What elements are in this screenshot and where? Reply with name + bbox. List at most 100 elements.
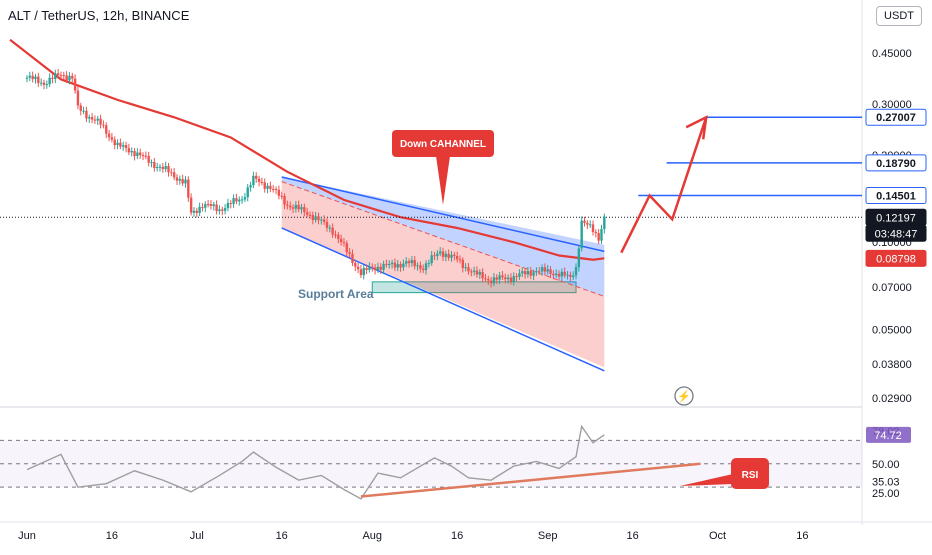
- down-channel-callout-pointer: [436, 156, 450, 205]
- rsi-tick-label: 50.00: [872, 459, 900, 471]
- candle-body: [99, 118, 102, 125]
- candle-body: [337, 234, 340, 239]
- candle-body: [371, 266, 374, 268]
- candle-body: [175, 177, 179, 181]
- candle-body: [195, 210, 198, 214]
- candle-body: [359, 269, 363, 276]
- candle-body: [538, 271, 541, 273]
- candle-body: [393, 262, 397, 268]
- time-tick-label: 16: [626, 530, 638, 542]
- candle-body: [504, 277, 507, 280]
- candle-body: [201, 206, 204, 208]
- candle-body: [277, 189, 281, 196]
- rsi-line: [26, 424, 605, 500]
- candle-body: [88, 117, 91, 119]
- candle-body: [62, 75, 65, 77]
- candle-body: [334, 234, 337, 236]
- candle-body: [221, 209, 224, 211]
- candle-body: [105, 125, 108, 134]
- channel-upper-line: [281, 176, 605, 253]
- candle-body: [116, 142, 119, 146]
- candle-body: [257, 178, 261, 182]
- price-tick-label: 0.30000: [872, 99, 912, 111]
- candle-body: [107, 133, 111, 138]
- candle-body: [48, 77, 51, 85]
- candle-body: [212, 204, 215, 207]
- candle-body: [348, 252, 351, 254]
- candle-body: [461, 259, 465, 268]
- down-channel-callout-box: [392, 130, 494, 157]
- time-tick-label: 16: [106, 530, 118, 542]
- candle-body: [305, 212, 309, 215]
- candle-body: [300, 207, 303, 210]
- candle-body: [422, 268, 425, 271]
- candle-body: [356, 266, 360, 270]
- price-tag-text: 0.12197: [876, 212, 916, 224]
- candle-body: [122, 145, 125, 147]
- projection-path: [620, 116, 708, 254]
- symbol-title: ALT / TetherUS, 12h, BINANCE: [8, 8, 190, 23]
- candle-body: [280, 195, 283, 197]
- rsi-value-tag: [866, 426, 911, 443]
- rsi-callout-pointer: [680, 474, 733, 486]
- candle-body: [489, 280, 493, 284]
- candle-body: [144, 155, 148, 157]
- candle-body: [552, 273, 555, 276]
- candle-body: [351, 253, 354, 263]
- price-tick-label: 0.02900: [872, 393, 912, 405]
- lightning-icon: [674, 386, 694, 406]
- price-tick-label: 0.05000: [872, 324, 912, 336]
- projection-arrowhead: [685, 115, 708, 140]
- candle-body: [563, 271, 566, 276]
- candle-body: [430, 255, 433, 264]
- price-tag: [865, 108, 927, 126]
- candle-body: [433, 255, 436, 257]
- time-tick-label: Jul: [190, 530, 204, 542]
- candle-body: [467, 267, 470, 272]
- candle-body: [566, 274, 569, 276]
- candle-body: [518, 273, 521, 277]
- candle-body: [331, 227, 334, 235]
- candle-body: [424, 263, 428, 271]
- candle-body: [447, 253, 450, 258]
- candle-body: [317, 216, 320, 221]
- candle-body: [243, 197, 247, 200]
- candle-body: [577, 248, 581, 268]
- candle-body: [155, 167, 159, 169]
- candle-body: [283, 195, 286, 205]
- candle-body: [571, 275, 575, 278]
- candle-body: [487, 279, 490, 281]
- candle-body: [478, 272, 481, 275]
- candle-body: [588, 224, 592, 226]
- candle-body: [506, 277, 510, 280]
- candle-body: [410, 260, 414, 264]
- time-tick-label: Jun: [18, 530, 36, 542]
- currency-badge[interactable]: USDT: [876, 6, 922, 26]
- candle-body: [303, 207, 306, 213]
- price-tag-text: 0.08798: [876, 253, 916, 265]
- candle-body: [172, 172, 176, 178]
- candle-body: [402, 263, 405, 268]
- candle-body: [470, 271, 473, 273]
- candle-body: [569, 274, 572, 278]
- candle-body: [464, 267, 467, 269]
- candle-body: [184, 179, 187, 184]
- candle-body: [308, 214, 312, 216]
- candle-body: [388, 264, 391, 266]
- candle-body: [288, 205, 292, 208]
- candle-body: [291, 207, 295, 209]
- candle-body: [226, 203, 230, 209]
- candle-body: [189, 197, 193, 213]
- candle-body: [141, 155, 145, 157]
- candle-body: [362, 268, 365, 276]
- candle-body: [600, 229, 603, 241]
- candle-body: [215, 204, 218, 212]
- candle-body: [532, 272, 535, 276]
- candle-body: [269, 185, 272, 189]
- candle-body: [150, 162, 153, 164]
- candle-body: [603, 216, 606, 230]
- candle-body: [255, 175, 258, 179]
- candle-body: [286, 204, 289, 206]
- candle-body: [79, 105, 82, 111]
